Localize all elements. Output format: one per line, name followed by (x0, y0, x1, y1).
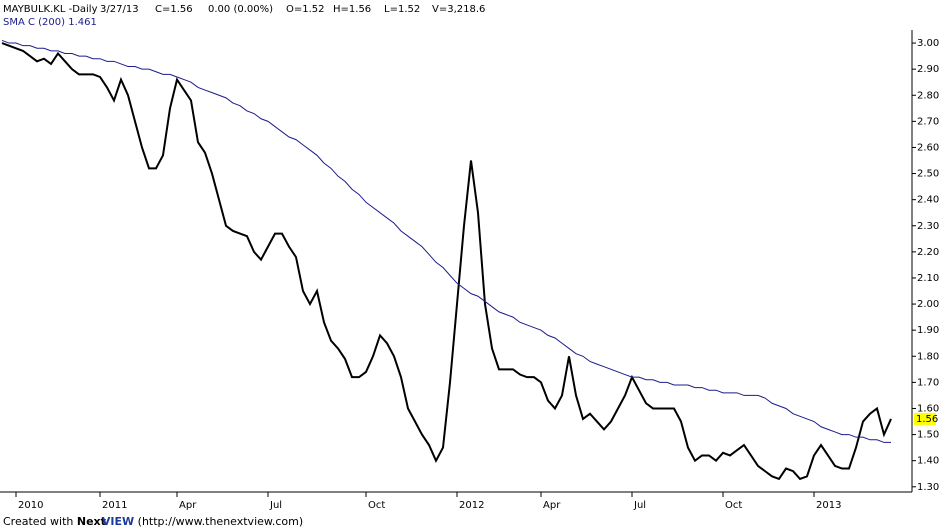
y-tick-label: 2.10 (917, 273, 939, 284)
x-tick-label: 2012 (459, 500, 484, 511)
y-tick-label: 1.30 (917, 482, 939, 493)
high: H=1.56 (333, 4, 371, 15)
y-tick-label: 1.40 (917, 456, 939, 467)
y-tick-label: 1.60 (917, 403, 939, 414)
y-tick-label: 2.40 (917, 195, 939, 206)
indicator: SMA C (200) 1.461 (3, 17, 97, 28)
y-tick-label: 2.20 (917, 247, 939, 258)
footer-brand2: VIEW (101, 515, 135, 528)
sma-line (1, 39, 891, 443)
date: 3/27/13 (100, 4, 139, 15)
y-tick-label: 1.50 (917, 430, 939, 441)
y-tick-label: 2.00 (917, 299, 939, 310)
footer-prefix: Created with (3, 515, 74, 528)
y-tick-label: 2.30 (917, 221, 939, 232)
y-tick-label: 1.80 (917, 351, 939, 362)
last-price-label: 1.56 (916, 414, 938, 425)
x-tick-label: Jul (633, 500, 646, 511)
x-tick-label: 2010 (18, 500, 43, 511)
price-line (1, 42, 892, 481)
open: O=1.52 (286, 4, 325, 15)
chart: MAYBULK.KL -Daily 3/27/13 C=1.56 0.00 (0… (0, 4, 939, 511)
volume: V=3,218.6 (432, 4, 485, 15)
y-tick-label: 2.80 (917, 90, 939, 101)
x-tick-label: 2013 (816, 500, 841, 511)
y-tick-label: 2.90 (917, 64, 939, 75)
low: L=1.52 (384, 4, 420, 15)
x-tick-label: Oct (725, 500, 742, 511)
change: 0.00 (0.00%) (208, 4, 273, 15)
y-tick-label: 1.70 (917, 377, 939, 388)
y-tick-label: 3.00 (917, 38, 939, 49)
symbol: MAYBULK.KL -Daily (3, 4, 98, 15)
y-tick-label: 1.90 (917, 325, 939, 336)
footer: Created with NextVIEW (http://www.thenex… (3, 515, 303, 528)
x-tick-label: Jul (269, 500, 282, 511)
x-tick-label: Oct (368, 500, 385, 511)
y-tick-label: 2.60 (917, 142, 939, 153)
header: MAYBULK.KL -Daily 3/27/13 C=1.56 0.00 (0… (3, 4, 485, 28)
x-tick-label: Apr (543, 500, 561, 511)
y-tick-label: 2.50 (917, 169, 939, 180)
x-tick-label: 2011 (102, 500, 127, 511)
y-tick-label: 2.70 (917, 116, 939, 127)
x-tick-label: Apr (179, 500, 197, 511)
footer-url: (http://www.thenextview.com) (137, 515, 304, 528)
footer-brand1: Next (76, 515, 106, 528)
last-price-box (914, 412, 936, 425)
close: C=1.56 (155, 4, 193, 15)
